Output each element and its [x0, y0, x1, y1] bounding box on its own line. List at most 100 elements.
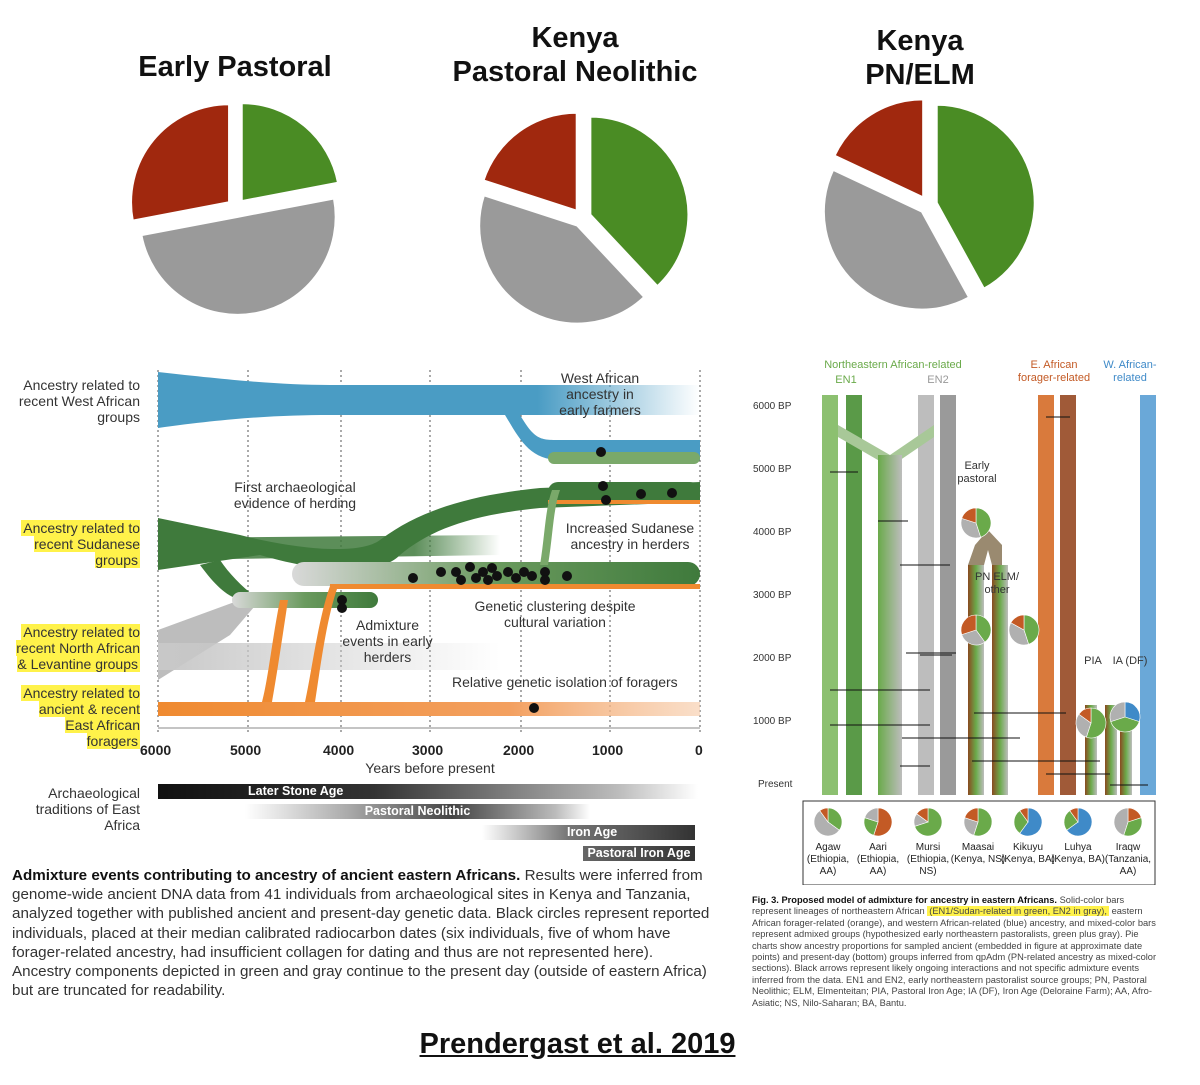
en1-bar-2	[846, 395, 862, 795]
forager-underline-pn	[330, 584, 700, 589]
note-isolation: Relative genetic isolation of foragers	[452, 674, 678, 690]
pop-aari-name: Aari	[869, 842, 887, 853]
top-pie-1-slice-levant	[478, 194, 646, 325]
tick-1000: 1000	[592, 742, 624, 758]
pop-luhya-sub: (Kenya, BA)	[1051, 854, 1105, 865]
pop-iraqw-name: Iraqw	[1115, 842, 1141, 853]
top-pie-2-slice-forager	[833, 98, 925, 199]
right-caption: Fig. 3. Proposed model of admixture for …	[752, 895, 1162, 1009]
top-pie-0-slice-sudan	[240, 102, 340, 203]
embedded-pie-1-slice-levant	[961, 629, 986, 646]
present-pie-5-slice-west	[1066, 807, 1093, 837]
sudanese-to-admixture	[200, 560, 260, 600]
levant-fade-band	[158, 643, 500, 670]
pie-pn-small	[960, 614, 992, 646]
present-pie-4-slice-forager	[1019, 807, 1029, 823]
present-pie-0-slice-forager	[819, 807, 829, 823]
pie-agaw	[813, 807, 843, 837]
label-sudanese-text: Ancestry related to recent Sudanese grou…	[21, 520, 140, 568]
present-pie-6-slice-levant	[1113, 807, 1129, 836]
pop-mursi-sub: (Ethiopia, NS)	[906, 854, 950, 877]
pop-aari: Aari (Ethiopia, AA)	[848, 842, 908, 878]
tick-2000: 2000	[503, 742, 535, 758]
label-foragers-text: Ancestry related to ancient & recent Eas…	[21, 685, 140, 749]
tick-6000: 6000	[140, 742, 172, 758]
present-pie-1-slice-levant	[864, 807, 879, 823]
pie-title-kenya-pnelm: Kenya PN/ELM	[795, 24, 1045, 92]
embedded-pie-3-slice-levant	[1075, 713, 1092, 738]
top-pie-2-slice-levant	[822, 168, 971, 311]
sudanese-fade-band	[158, 535, 500, 560]
top-pie-0-slice-levant	[140, 197, 337, 316]
right-model-diagram	[802, 395, 1156, 885]
tick-0: 0	[695, 742, 703, 758]
pie-kenya-pn-elm	[822, 98, 1036, 311]
pop-maasai-name: Maasai	[961, 842, 995, 853]
pop-luhya-name: Luhya	[1064, 842, 1092, 853]
forager-branch-1	[262, 600, 288, 702]
header-ne-african: Northeastern African-related	[824, 359, 962, 371]
tradition-lsa: Later Stone Age	[158, 784, 698, 799]
note-sudanese-increase: Increased Sudanese ancestry in herders	[565, 520, 695, 552]
west-african-stream	[158, 372, 700, 428]
present-day-pies	[813, 807, 1143, 837]
pop-kikuyu-sub: (Kenya, BA)	[1001, 854, 1055, 865]
left-admixture-diagram	[157, 370, 701, 735]
forager-bar-2	[1060, 395, 1076, 795]
present-pie-4-slice-sudan	[1013, 810, 1029, 834]
label-north-african: Ancestry related to recent North African…	[10, 624, 140, 672]
admixed-early-pastoral-bar	[878, 455, 902, 795]
top-pie-1-slice-forager	[482, 111, 578, 213]
embedded-pie-4-slice-levant	[1109, 701, 1126, 723]
present-pie-2-slice-forager	[916, 807, 929, 823]
pie-title-early-pastoral: Early Pastoral	[138, 51, 332, 83]
label-pia: PIA	[1084, 655, 1102, 667]
label-pn-elm: PN ELM/ other	[974, 571, 1019, 596]
tick-4000: 4000	[323, 742, 355, 758]
embedded-pie-1-slice-sudan	[975, 614, 992, 643]
ytick-6000: 6000 BP	[753, 401, 792, 412]
sudanese-herders-bar	[548, 482, 700, 502]
tradition-pn: Pastoral Neolithic	[245, 804, 590, 819]
pop-kikuyu-name: Kikuyu	[1012, 842, 1043, 853]
forager-bar-1	[1038, 395, 1054, 795]
embedded-pie-4-slice-west	[1124, 701, 1141, 723]
ytick-4000: 4000 BP	[753, 527, 792, 538]
left-caption: Admixture events contributing to ancestr…	[12, 866, 712, 1000]
citation: Prendergast et al. 2019	[419, 1028, 736, 1060]
label-foragers: Ancestry related to ancient & recent Eas…	[10, 685, 140, 749]
tick-5000: 5000	[230, 742, 262, 758]
tradition-pia: Pastoral Iron Age	[583, 846, 695, 861]
pie-mursi	[913, 807, 943, 837]
note-admixture: Admixture events in early herders	[342, 617, 433, 665]
pop-luhya: Luhya (Kenya, BA)	[1048, 842, 1108, 866]
pie-early-pastoral-small	[960, 507, 992, 539]
pie-title-kenya-pn: Kenya Pastoral Neolithic	[430, 21, 720, 89]
forager-underline-herders	[548, 500, 700, 504]
right-caption-body-1: Solid-color bars represent lineages of n…	[752, 895, 1125, 917]
note-west-farmers: West African ancestry in early farmers	[559, 370, 641, 418]
embedded-pie-0-slice-sudan	[975, 507, 992, 538]
tradition-ia: Iron Age	[482, 825, 695, 840]
label-north-african-text: Ancestry related to recent North African…	[16, 624, 140, 672]
left-caption-body: Results were inferred from genome-wide a…	[12, 867, 710, 1000]
sample-dots	[337, 447, 677, 713]
en2-bar-1	[918, 395, 934, 795]
header-en2: EN2	[927, 374, 949, 386]
pie-luhya	[1063, 807, 1093, 837]
label-sudanese: Ancestry related to recent Sudanese grou…	[10, 520, 140, 568]
pie-title-kenya-pnelm-line2: PN/ELM	[865, 59, 975, 91]
pie-title-kenya-pn-line2: Pastoral Neolithic	[452, 56, 698, 88]
pie-title-kenya-pnelm-line1: Kenya	[876, 25, 964, 57]
ytick-2000: 2000 BP	[753, 653, 792, 664]
forager-branch-2	[305, 586, 338, 702]
pop-maasai-sub: (Kenya, NS)	[950, 854, 1006, 865]
pop-iraqw-sub: (Tanzania, AA)	[1104, 854, 1152, 877]
pie-maasai	[963, 807, 993, 837]
pie-early-pastoral	[130, 102, 340, 316]
pop-agaw-name: Agaw	[815, 842, 841, 853]
right-caption-highlight: (EN1/Sudan-related in green, EN2 in gray…	[927, 906, 1109, 917]
x-axis-label: Years before present	[365, 760, 495, 776]
note-clustering: Genetic clustering despite cultural vari…	[474, 598, 636, 630]
ytick-5000: 5000 BP	[753, 464, 792, 475]
